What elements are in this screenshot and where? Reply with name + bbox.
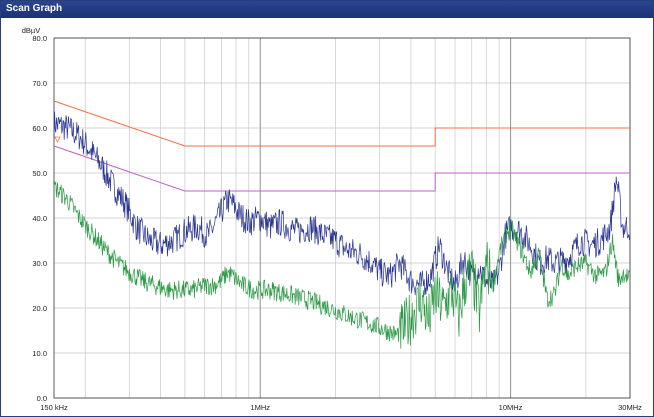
y-tick-label: 80.0 (32, 34, 47, 43)
x-tick-label: 30MHz (618, 403, 642, 412)
series-group (53, 111, 630, 349)
title-bar: Scan Graph (1, 1, 653, 18)
y-tick-label: 40.0 (32, 214, 47, 223)
marker-triangle (54, 136, 61, 143)
series-line (53, 111, 630, 296)
y-tick-label: 60.0 (32, 124, 47, 133)
window-title: Scan Graph (6, 3, 63, 14)
y-tick-label: 30.0 (32, 259, 47, 268)
x-tick-label: 150 kHz (40, 403, 68, 412)
y-tick-labels: 80.0 70.0 60.0 50.0 40.0 30.0 20.0 10.0 0.0 (32, 34, 47, 403)
x-tick-labels: 150 kHz 1MHz 10MHz 30MHz (40, 403, 642, 412)
plot-area (53, 37, 631, 399)
y-tick-label: 50.0 (32, 169, 47, 178)
series-line (53, 178, 630, 349)
y-axis-label: dBµV (22, 26, 41, 35)
y-tick-label: 10.0 (32, 349, 47, 358)
y-tick-label: 20.0 (32, 304, 47, 313)
y-tick-label: 0.0 (37, 394, 47, 403)
limit-lines (53, 100, 630, 192)
limit-line (53, 100, 630, 147)
limit-line (53, 145, 630, 192)
x-tick-label: 10MHz (499, 403, 523, 412)
y-tick-label: 70.0 (32, 79, 47, 88)
x-tick-label: 1MHz (250, 403, 270, 412)
grid (54, 37, 631, 399)
